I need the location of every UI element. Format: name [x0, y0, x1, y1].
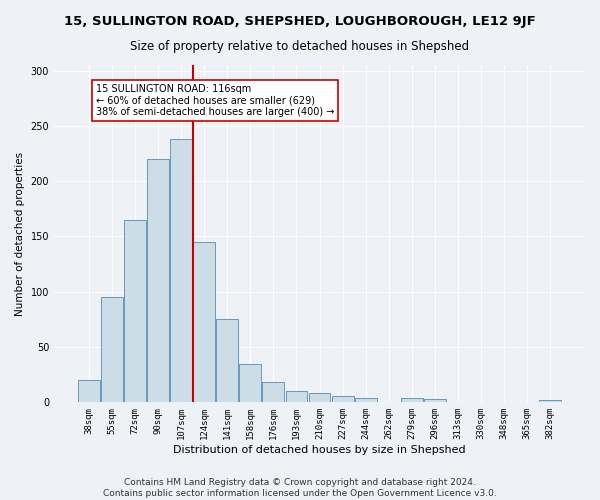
- Bar: [170, 139, 192, 402]
- Text: Size of property relative to detached houses in Shepshed: Size of property relative to detached ho…: [130, 40, 470, 53]
- Bar: [101, 298, 123, 403]
- X-axis label: Distribution of detached houses by size in Shepshed: Distribution of detached houses by size …: [173, 445, 466, 455]
- Text: Contains HM Land Registry data © Crown copyright and database right 2024.
Contai: Contains HM Land Registry data © Crown c…: [103, 478, 497, 498]
- Bar: [355, 398, 377, 402]
- Bar: [539, 400, 561, 402]
- Bar: [332, 396, 353, 402]
- Text: 15 SULLINGTON ROAD: 116sqm
← 60% of detached houses are smaller (629)
38% of sem: 15 SULLINGTON ROAD: 116sqm ← 60% of deta…: [96, 84, 334, 117]
- Bar: [401, 398, 422, 402]
- Bar: [308, 394, 331, 402]
- Bar: [286, 392, 307, 402]
- Y-axis label: Number of detached properties: Number of detached properties: [15, 152, 25, 316]
- Bar: [78, 380, 100, 402]
- Bar: [147, 159, 169, 402]
- Bar: [124, 220, 146, 402]
- Bar: [193, 242, 215, 402]
- Bar: [424, 399, 446, 402]
- Bar: [239, 364, 262, 403]
- Bar: [262, 382, 284, 402]
- Bar: [217, 320, 238, 402]
- Text: 15, SULLINGTON ROAD, SHEPSHED, LOUGHBOROUGH, LE12 9JF: 15, SULLINGTON ROAD, SHEPSHED, LOUGHBORO…: [64, 15, 536, 28]
